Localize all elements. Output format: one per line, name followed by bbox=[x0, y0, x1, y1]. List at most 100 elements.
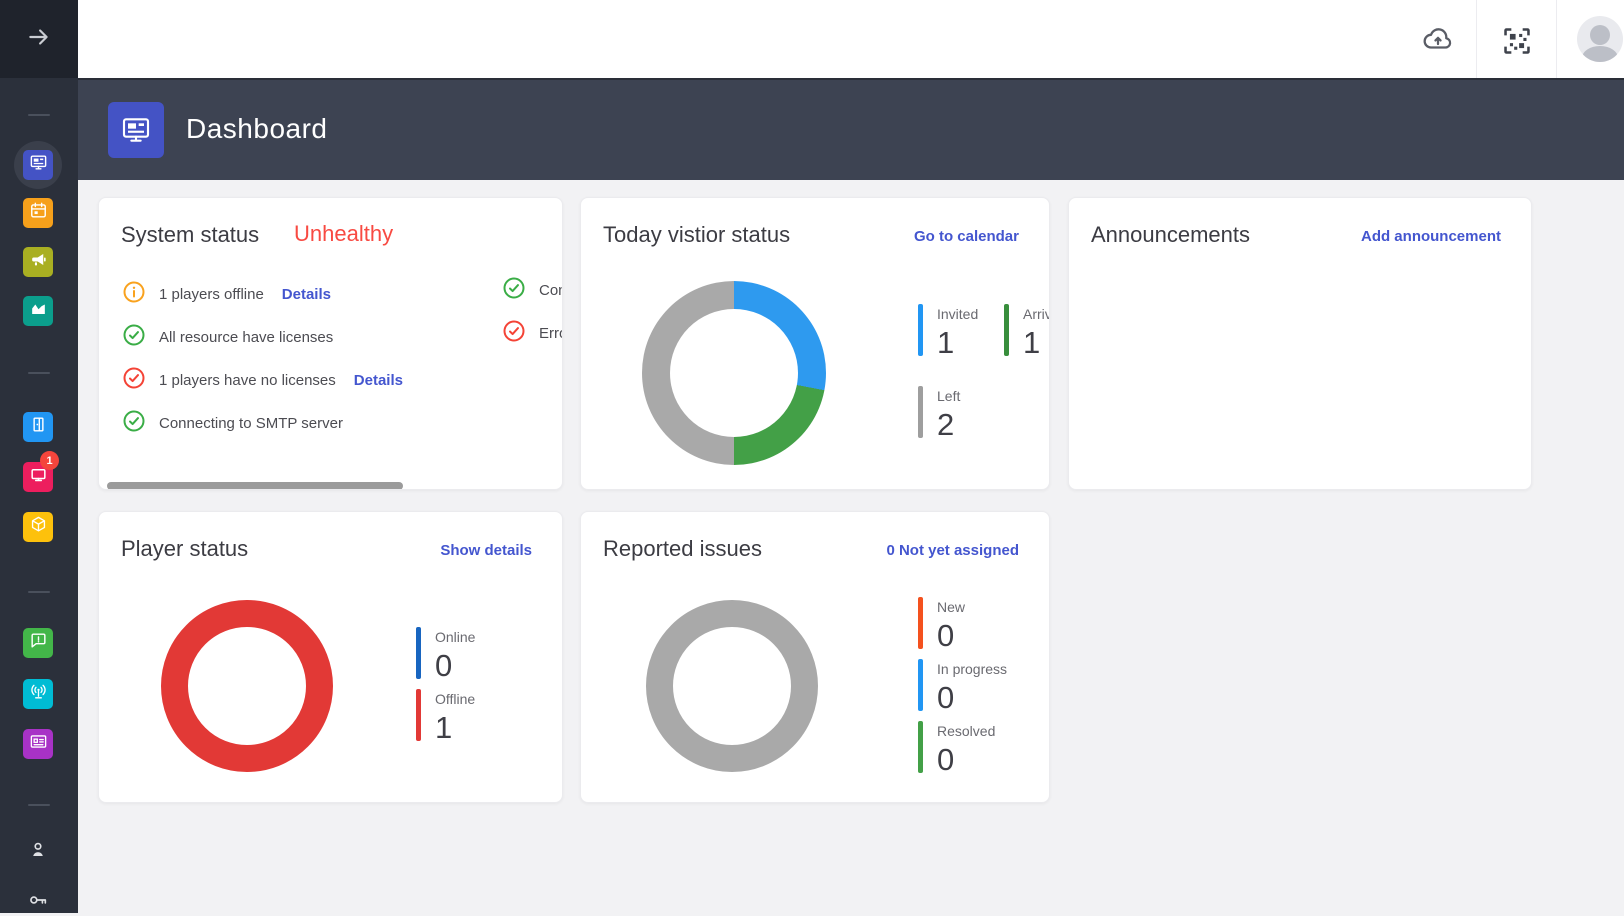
sidebar-divider bbox=[28, 804, 50, 806]
stat-label: Arrived bbox=[1023, 304, 1050, 322]
status-item-text: 1 players offline bbox=[159, 286, 264, 303]
players-alert-badge: 1 bbox=[40, 451, 59, 470]
stat-label: Offline bbox=[435, 689, 475, 707]
reported-issues-card: Reported issues 0 Not yet assigned New 0… bbox=[580, 511, 1050, 803]
megaphone-icon bbox=[29, 250, 48, 274]
stat-in-progress: In progress 0 bbox=[918, 659, 1007, 716]
sidebar-item-analytics[interactable] bbox=[23, 296, 53, 326]
sidebar-item-broadcast[interactable] bbox=[23, 679, 53, 709]
stat-value: 1 bbox=[937, 325, 978, 361]
page-title: Dashboard bbox=[186, 113, 327, 145]
status-item-smtp: Connecting to SMTP server bbox=[122, 409, 343, 438]
door-icon bbox=[29, 415, 48, 439]
stat-resolved: Resolved 0 bbox=[918, 721, 995, 778]
show-details-link[interactable]: Show details bbox=[440, 542, 532, 559]
stat-bar-arrived bbox=[1004, 304, 1009, 356]
stat-label: New bbox=[937, 597, 965, 615]
stat-label: In progress bbox=[937, 659, 1007, 677]
stat-left: Left 2 bbox=[918, 386, 960, 443]
status-item-text: All resource have licenses bbox=[159, 329, 333, 346]
status-item-text: 1 players have no licenses bbox=[159, 372, 336, 389]
visitor-donut-chart bbox=[642, 281, 826, 465]
stat-label: Online bbox=[435, 627, 475, 645]
details-link[interactable]: Details bbox=[282, 286, 331, 303]
main-content: System status Unhealthy 1 players offlin… bbox=[78, 180, 1624, 913]
chat-alert-icon bbox=[29, 631, 48, 655]
topbar-separator bbox=[1476, 0, 1477, 78]
sidebar-item-rooms[interactable] bbox=[23, 412, 53, 442]
check-circle-icon bbox=[502, 276, 526, 305]
stat-online: Online 0 bbox=[416, 627, 475, 684]
dashboard-page-icon bbox=[108, 102, 164, 158]
stat-label: Left bbox=[937, 386, 960, 404]
check-circle-icon bbox=[502, 319, 526, 348]
add-announcement-link[interactable]: Add announcement bbox=[1361, 228, 1501, 245]
player-status-card: Player status Show details Online 0 Offl… bbox=[98, 511, 563, 803]
donut-hole bbox=[670, 309, 798, 437]
not-yet-assigned-link[interactable]: 0 Not yet assigned bbox=[886, 542, 1019, 559]
stat-bar-online bbox=[416, 627, 421, 679]
sidebar-item-calendar[interactable] bbox=[23, 198, 53, 228]
stat-offline: Offline 1 bbox=[416, 689, 475, 746]
qr-code-icon bbox=[1500, 45, 1534, 62]
status-item-text: Conn bbox=[539, 282, 563, 299]
status-item-error: Error bbox=[502, 319, 563, 348]
visitor-status-card: Today vistior status Go to calendar Invi… bbox=[580, 197, 1050, 490]
stat-value: 0 bbox=[937, 680, 1007, 716]
avatar-body-shape bbox=[1582, 46, 1618, 62]
avatar-head-shape bbox=[1590, 25, 1610, 45]
status-item-text: Error bbox=[539, 325, 563, 342]
topbar-separator bbox=[1556, 0, 1557, 78]
sidebar-item-resources[interactable] bbox=[23, 512, 53, 542]
stat-value: 2 bbox=[937, 407, 960, 443]
person-icon bbox=[27, 848, 49, 865]
player-status-title: Player status bbox=[121, 536, 248, 562]
page-header: Dashboard bbox=[78, 78, 1624, 180]
area-chart-icon bbox=[29, 299, 48, 323]
sidebar: 1 bbox=[0, 0, 78, 913]
stat-bar-left bbox=[918, 386, 923, 438]
sidebar-item-issues[interactable] bbox=[23, 628, 53, 658]
user-avatar[interactable] bbox=[1577, 16, 1623, 62]
system-status-title: System status bbox=[121, 222, 259, 248]
check-circle-icon bbox=[122, 323, 146, 352]
sidebar-item-dashboard[interactable] bbox=[23, 150, 53, 180]
qr-code-button[interactable] bbox=[1500, 24, 1530, 54]
stat-value: 1 bbox=[1023, 325, 1050, 361]
system-health-status: Unhealthy bbox=[294, 221, 393, 247]
details-link[interactable]: Details bbox=[354, 372, 403, 389]
check-circle-icon bbox=[122, 409, 146, 438]
stat-new: New 0 bbox=[918, 597, 965, 654]
sidebar-divider bbox=[28, 591, 50, 593]
go-to-calendar-link[interactable]: Go to calendar bbox=[914, 228, 1019, 245]
reported-issues-title: Reported issues bbox=[603, 536, 762, 562]
info-icon bbox=[122, 280, 146, 309]
stat-bar-resolved bbox=[918, 721, 923, 773]
stat-bar-invited bbox=[918, 304, 923, 356]
sidebar-expand-button[interactable] bbox=[0, 0, 78, 78]
sidebar-item-access-keys[interactable] bbox=[27, 889, 51, 913]
sidebar-item-announcements[interactable] bbox=[23, 247, 53, 277]
cloud-upload-icon bbox=[1421, 43, 1455, 60]
sidebar-item-contacts[interactable] bbox=[23, 729, 53, 759]
status-item-players-offline: 1 players offline Details bbox=[122, 280, 331, 309]
horizontal-scrollbar-thumb[interactable] bbox=[107, 482, 403, 490]
cube-icon bbox=[29, 515, 48, 539]
check-circle-icon bbox=[122, 366, 146, 395]
system-status-card: System status Unhealthy 1 players offlin… bbox=[98, 197, 563, 490]
issues-donut-chart bbox=[646, 600, 818, 772]
status-item-text: Connecting to SMTP server bbox=[159, 415, 343, 432]
stat-bar-offline bbox=[416, 689, 421, 741]
stat-bar-new bbox=[918, 597, 923, 649]
visitor-status-title: Today vistior status bbox=[603, 222, 790, 248]
announcements-title: Announcements bbox=[1091, 222, 1250, 248]
contact-card-icon bbox=[29, 732, 48, 756]
stat-label: Invited bbox=[937, 304, 978, 322]
stat-value: 0 bbox=[937, 618, 965, 654]
status-item-no-licenses: 1 players have no licenses Details bbox=[122, 366, 403, 395]
cloud-upload-button[interactable] bbox=[1421, 22, 1455, 56]
stat-value: 1 bbox=[435, 710, 475, 746]
status-item-connected: Conn bbox=[502, 276, 563, 305]
stat-value: 0 bbox=[435, 648, 475, 684]
sidebar-item-profile[interactable] bbox=[27, 839, 51, 863]
